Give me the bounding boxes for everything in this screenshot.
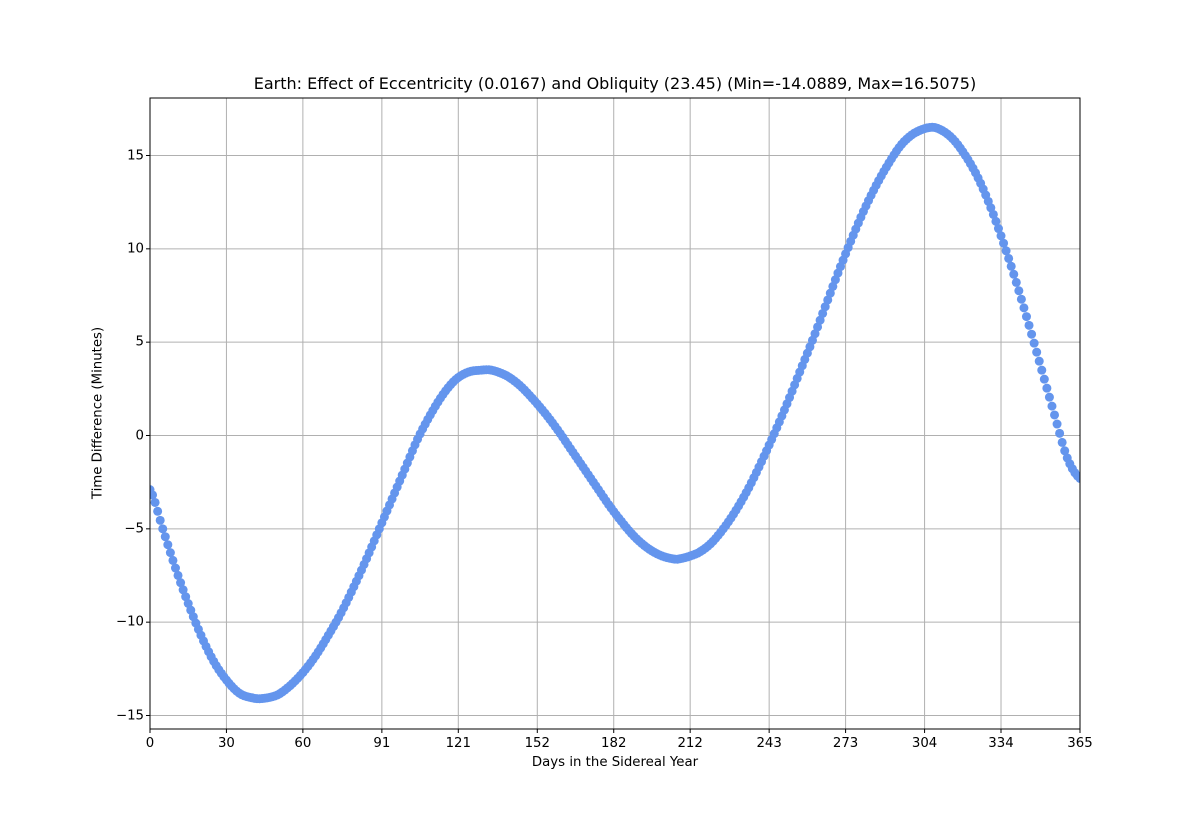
y-tick-label: 15 (127, 148, 144, 163)
y-axis-label: Time Difference (Minutes) (90, 326, 106, 500)
y-tick-label: −5 (124, 521, 144, 537)
y-tick-label: −15 (115, 708, 144, 723)
x-tick-label: 0 (145, 736, 155, 751)
y-tick-label: 5 (135, 334, 144, 350)
x-tick-label: 152 (524, 736, 550, 751)
x-tick-label: 212 (677, 736, 703, 751)
chart-title: Earth: Effect of Eccentricity (0.0167) a… (253, 74, 977, 93)
y-tick-label: −10 (115, 614, 144, 630)
x-tick-label: 304 (911, 736, 938, 751)
x-tick-label: 182 (601, 736, 627, 751)
x-tick-label: 91 (373, 736, 391, 751)
x-tick-label: 60 (294, 736, 312, 751)
x-tick-label: 121 (445, 736, 471, 751)
x-axis-label: Days in the Sidereal Year (531, 755, 699, 770)
data-points (150, 122, 1080, 704)
grid-lines (149, 98, 1081, 729)
plot-frame (149, 97, 1081, 730)
tick-marks (146, 155, 1081, 733)
y-tick-label: 10 (127, 241, 144, 257)
y-tick-label: 0 (135, 428, 144, 443)
x-tick-label: 30 (217, 736, 235, 751)
x-tick-label: 273 (832, 736, 859, 751)
x-tick-label: 243 (756, 736, 782, 751)
x-tick-label: 365 (1067, 736, 1093, 751)
x-tick-label: 334 (988, 736, 1014, 751)
